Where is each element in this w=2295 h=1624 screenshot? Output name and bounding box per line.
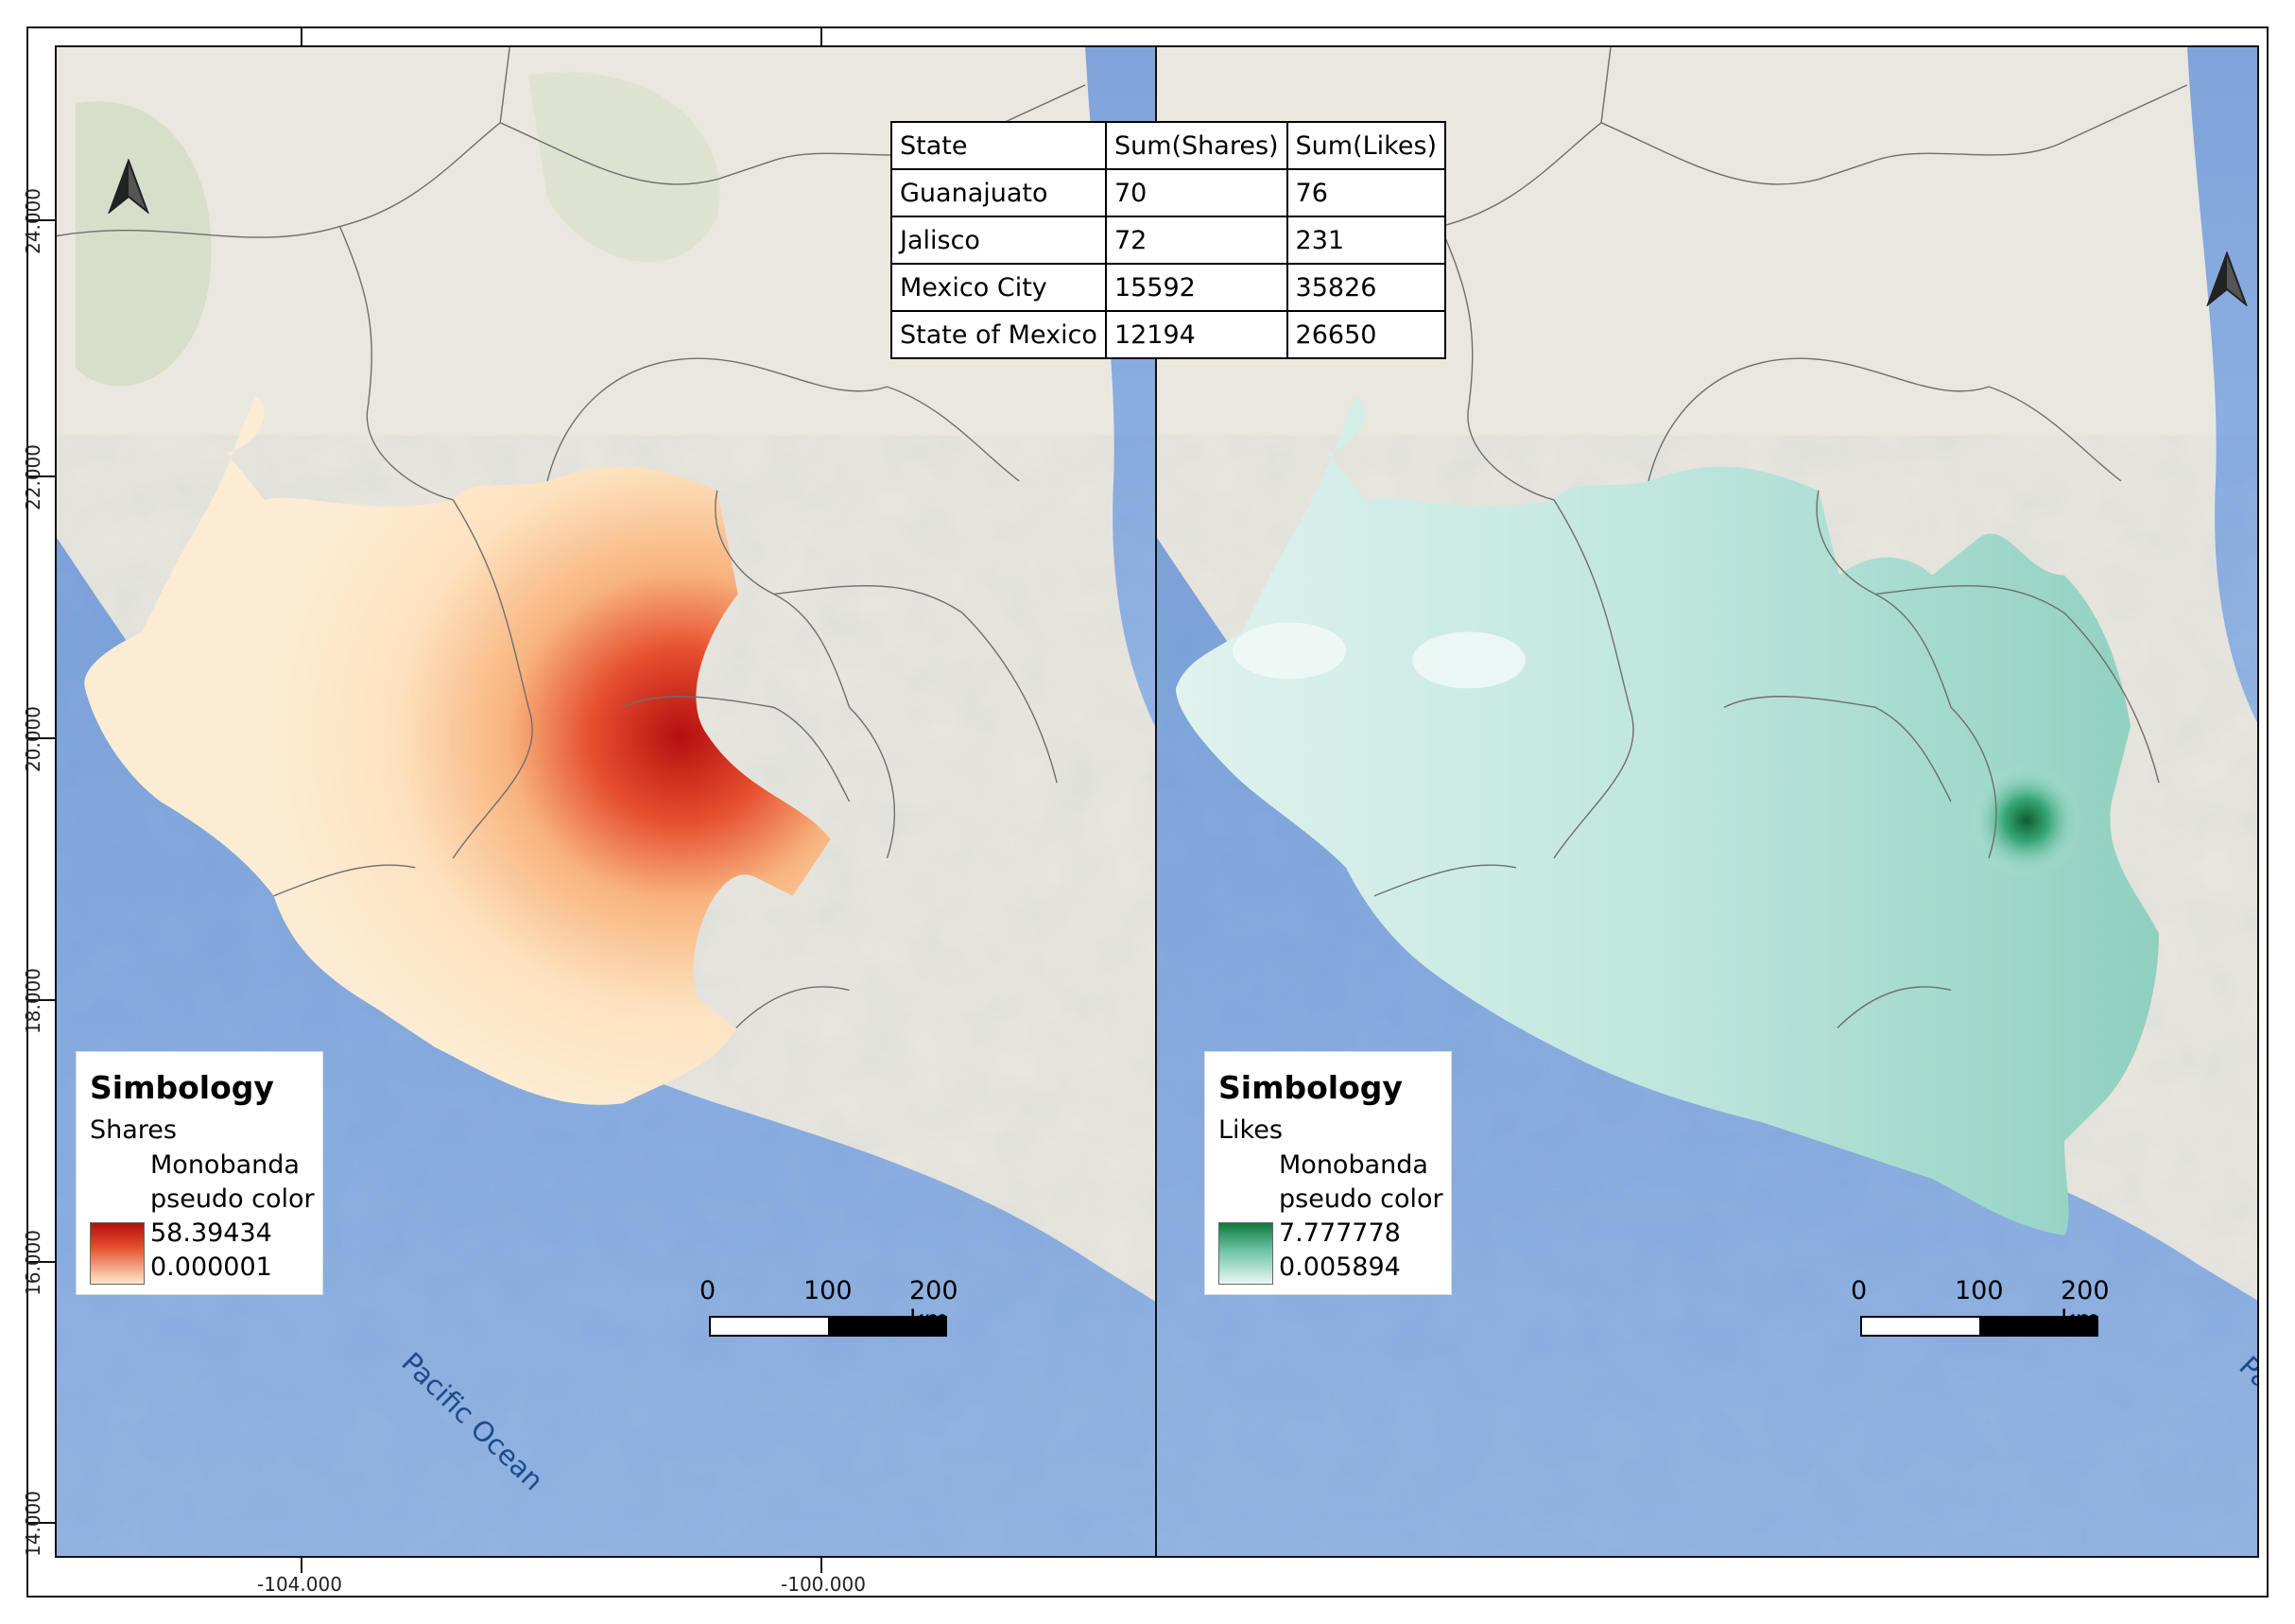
legend-max-value: 58.39434 — [150, 1218, 272, 1248]
scale-bar-graphic — [709, 1316, 947, 1337]
scale-label: 100 — [803, 1276, 853, 1305]
legend-layer-name: Likes — [1218, 1115, 1283, 1145]
x-tickmark — [301, 1558, 302, 1573]
table-cell: 231 — [1286, 216, 1447, 265]
x-tick-label: -104.000 — [257, 1573, 342, 1596]
relief-patch — [528, 72, 720, 263]
table-row: Mexico City 15592 35826 — [890, 263, 1447, 312]
y-tick-label: 24.000 — [21, 188, 44, 254]
y-tickmark — [26, 475, 55, 477]
scale-bar: 0 100 200 km — [690, 1276, 974, 1352]
likes-hotspot — [1970, 764, 2083, 877]
legend-layer-name: Shares — [90, 1115, 177, 1145]
table-cell: State of Mexico — [890, 310, 1107, 359]
legend-min-value: 0.005894 — [1279, 1253, 1401, 1282]
table-cell: 26650 — [1286, 310, 1447, 359]
table-header-cell: Sum(Shares) — [1104, 121, 1288, 170]
legend-mode-line1: Monobanda — [150, 1150, 300, 1180]
state-boundaries — [57, 47, 1086, 1028]
y-tick-label: 22.000 — [21, 444, 44, 510]
y-tick-label: 20.000 — [21, 706, 44, 772]
table-cell: 12194 — [1104, 310, 1288, 359]
legend-max-value: 7.777778 — [1279, 1218, 1401, 1248]
map-area: Pacific Ocean Simbology Shares Monobanda… — [55, 45, 2259, 1558]
shares-heat-surface — [84, 396, 831, 1105]
table-header-cell: State — [890, 121, 1107, 170]
legend-mode-line2: pseudo color — [1279, 1184, 1443, 1214]
scale-label: 0 — [1851, 1276, 1868, 1305]
x-tickmark — [301, 26, 302, 45]
y-tickmark — [26, 1261, 55, 1263]
scale-bar: 0 100 200 km — [1841, 1276, 2125, 1352]
shares-legend: Simbology Shares Monobanda pseudo color … — [76, 1051, 323, 1295]
scale-label: 100 — [1955, 1276, 2004, 1305]
table-cell: 15592 — [1104, 263, 1288, 312]
table-cell: Guanajuato — [890, 168, 1107, 217]
table-cell: 72 — [1104, 216, 1288, 265]
relief-patch — [75, 101, 212, 387]
y-tickmark — [26, 737, 55, 739]
legend-title: Simbology — [90, 1069, 274, 1106]
table-cell: Jalisco — [890, 216, 1107, 265]
table-cell: 76 — [1286, 168, 1447, 217]
x-tick-label: -100.000 — [781, 1573, 866, 1596]
y-tickmark — [26, 999, 55, 1001]
y-tickmark — [26, 1522, 55, 1524]
likes-legend: Simbology Likes Monobanda pseudo color 7… — [1204, 1051, 1452, 1295]
x-tickmark — [820, 26, 822, 45]
low-value-patch — [1412, 631, 1526, 689]
legend-title: Simbology — [1218, 1069, 1403, 1106]
y-tick-label: 16.000 — [21, 1230, 44, 1296]
north-arrow-icon — [106, 159, 151, 214]
likes-heat-surface — [1176, 396, 2159, 1235]
scale-label: 0 — [699, 1276, 716, 1305]
y-tickmark — [26, 219, 55, 221]
table-header-cell: Sum(Likes) — [1286, 121, 1447, 170]
legend-color-ramp — [90, 1222, 145, 1285]
scale-bar-graphic — [1860, 1316, 2098, 1337]
table-row: Guanajuato 70 76 — [890, 168, 1447, 217]
legend-mode-line1: Monobanda — [1279, 1150, 1428, 1180]
y-tick-label: 18.000 — [21, 968, 44, 1034]
table-header-row: State Sum(Shares) Sum(Likes) — [890, 121, 1447, 170]
low-value-patch — [1233, 622, 1346, 680]
x-tickmark — [820, 1558, 822, 1573]
state-stats-table: State Sum(Shares) Sum(Likes) Guanajuato … — [890, 121, 1447, 359]
y-tick-label: 14.000 — [21, 1491, 44, 1557]
legend-mode-line2: pseudo color — [150, 1184, 315, 1214]
table-cell: 35826 — [1286, 263, 1447, 312]
table-cell: 70 — [1104, 168, 1288, 217]
table-row: State of Mexico 12194 26650 — [890, 310, 1447, 359]
legend-color-ramp — [1218, 1222, 1273, 1285]
table-cell: Mexico City — [890, 263, 1107, 312]
north-arrow-icon — [2204, 251, 2250, 306]
table-row: Jalisco 72 231 — [890, 216, 1447, 265]
legend-min-value: 0.000001 — [150, 1253, 272, 1282]
